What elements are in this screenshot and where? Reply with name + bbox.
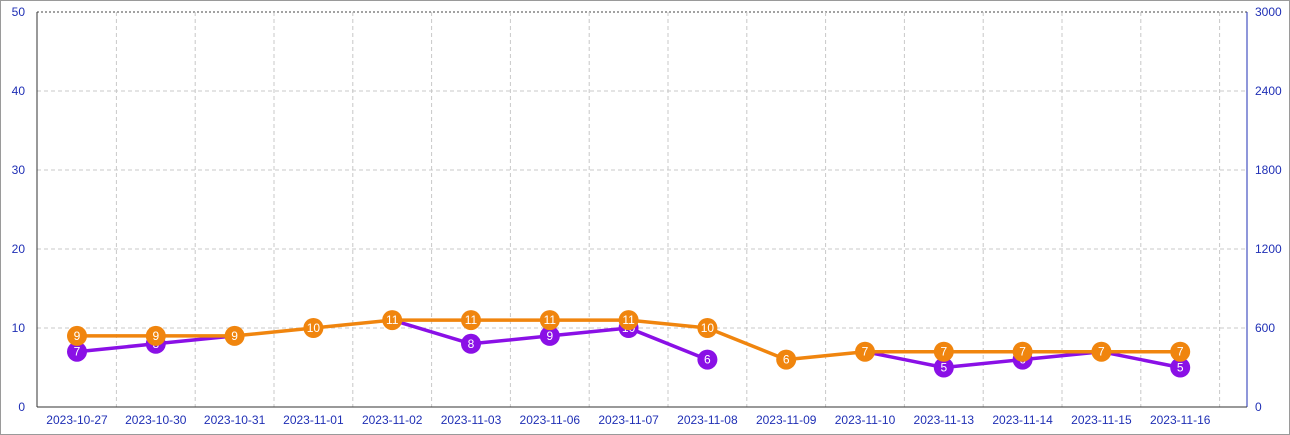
data-point	[67, 325, 87, 346]
data-label: 7	[940, 345, 947, 359]
y-left-tick-label: 40	[12, 84, 26, 98]
y-right-tick-label: 1200	[1255, 242, 1282, 256]
data-point	[539, 310, 560, 331]
y-left-tick-label: 10	[12, 321, 26, 335]
y-right-tick-label: 0	[1255, 400, 1262, 414]
grid-lines	[37, 11, 1247, 407]
y-right-tick-label: 2400	[1255, 84, 1282, 98]
data-label: 7	[1177, 345, 1184, 359]
data-label: 8	[468, 337, 475, 351]
data-label: 11	[386, 313, 399, 327]
x-tick-label: 2023-11-03	[441, 413, 502, 427]
x-tick-label: 2023-11-15	[1071, 413, 1132, 427]
x-tick-label: 2023-11-09	[756, 413, 817, 427]
data-label: 9	[152, 329, 159, 343]
x-tick-label: 2023-11-13	[914, 413, 975, 427]
data-point	[618, 310, 639, 331]
data-label: 9	[231, 329, 238, 343]
x-tick-label: 2023-11-02	[362, 413, 423, 427]
x-tick-label: 2023-10-31	[204, 413, 266, 427]
data-point	[776, 349, 797, 370]
x-tick-label: 2023-10-30	[125, 413, 187, 427]
y-right-tick-label: 3000	[1255, 5, 1282, 19]
data-point	[145, 325, 166, 346]
data-point	[539, 325, 560, 346]
data-point	[67, 341, 87, 362]
x-tick-label: 2023-11-14	[992, 413, 1053, 427]
data-point	[697, 349, 718, 370]
x-tick-label: 2023-11-07	[598, 413, 659, 427]
data-point	[382, 310, 403, 331]
y-left-tick-label: 0	[18, 400, 25, 414]
data-point	[933, 341, 954, 362]
y-left-tick-label: 30	[12, 163, 26, 177]
data-point	[933, 357, 954, 378]
data-label: 5	[1177, 361, 1184, 375]
data-label: 6	[783, 353, 790, 367]
y-left-tick-label: 50	[12, 5, 26, 19]
data-point	[855, 341, 875, 362]
y-left-tick-label: 20	[12, 242, 26, 256]
x-tick-label: 2023-11-10	[835, 413, 896, 427]
data-label: 11	[622, 313, 635, 327]
data-point	[1091, 341, 1112, 362]
data-label: 9	[74, 329, 81, 343]
x-tick-label: 2023-11-16	[1150, 413, 1211, 427]
data-point	[224, 325, 245, 346]
data-label: 5	[940, 361, 947, 375]
data-label: 10	[701, 321, 715, 335]
data-point	[461, 310, 481, 331]
data-label: 7	[1098, 345, 1105, 359]
y-right-tick-label: 1800	[1255, 163, 1282, 177]
x-tick-label: 2023-11-06	[520, 413, 581, 427]
data-point	[1170, 357, 1191, 378]
data-point	[1012, 341, 1033, 362]
data-point	[697, 318, 718, 338]
data-label: 6	[704, 353, 711, 367]
x-tick-label: 2023-10-27	[46, 413, 108, 427]
data-label: 7	[74, 345, 81, 359]
data-label: 11	[544, 313, 557, 327]
data-point	[303, 318, 324, 338]
label-layer: 7889106565999101111111110677777	[67, 310, 1191, 378]
data-label: 9	[546, 329, 553, 343]
data-point	[461, 333, 481, 354]
data-label: 10	[307, 321, 321, 335]
data-label: 7	[862, 345, 869, 359]
axes: 0 0 10 600 20 1200 30 1800 40 2400 50 3000 2023-10-2…	[12, 5, 1282, 427]
x-tick-label: 2023-11-08	[677, 413, 738, 427]
data-point	[1170, 341, 1191, 362]
y-right-tick-label: 600	[1255, 321, 1275, 335]
data-label: 11	[465, 313, 478, 327]
x-tick-label: 2023-11-01	[283, 413, 344, 427]
data-label: 7	[1019, 345, 1026, 359]
